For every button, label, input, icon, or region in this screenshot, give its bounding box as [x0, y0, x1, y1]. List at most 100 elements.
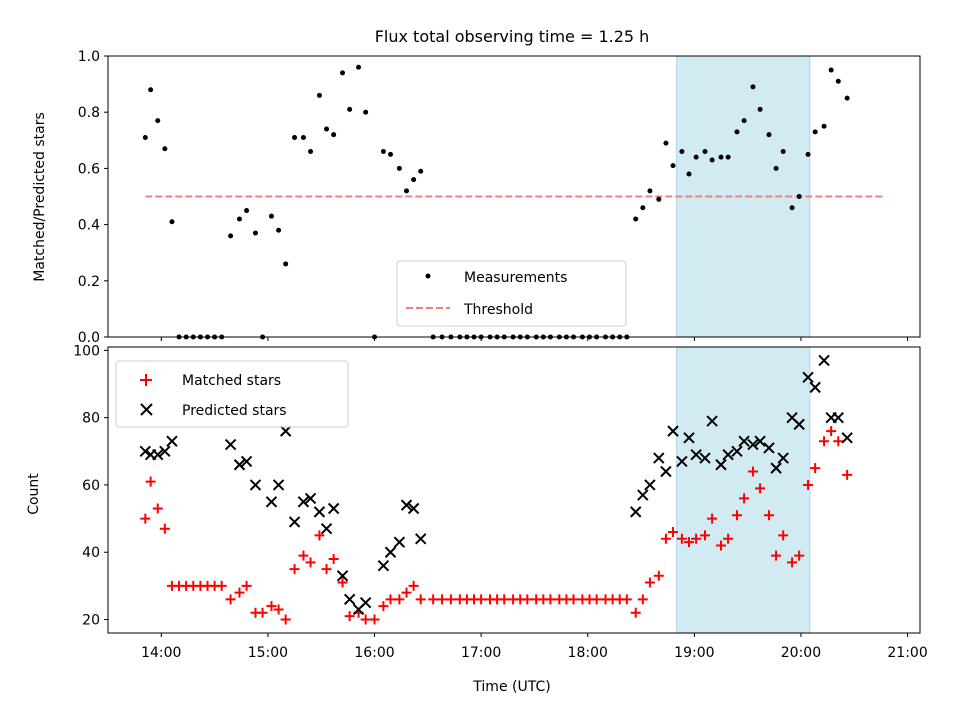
predicted-point [272, 479, 285, 491]
predicted-point [763, 442, 775, 454]
matched-point [314, 530, 325, 541]
measurement-point [633, 216, 639, 222]
matched-point [691, 533, 702, 544]
measurement-point [725, 154, 731, 160]
matched-point [216, 580, 227, 591]
legend-matched: Matched stars [182, 373, 281, 389]
matched-point [234, 587, 245, 598]
measurement-point [647, 188, 653, 194]
matched-point [810, 463, 821, 474]
predicted-point [407, 502, 420, 515]
predicted-point [336, 570, 349, 582]
matched-point [321, 564, 332, 575]
predicted-point [644, 479, 656, 491]
ratio-panel: 0.0 0.2 0.4 0.6 0.8 1.0 [78, 49, 921, 346]
predicted-point [754, 435, 766, 447]
top-legend: Measurements Threshold [396, 260, 627, 327]
predicted-point [249, 479, 262, 491]
measurement-point [169, 219, 175, 225]
legend-measurement-marker [425, 273, 431, 279]
matched-point [437, 594, 448, 605]
predicted-point [159, 445, 171, 458]
legend-matched-marker [140, 374, 152, 386]
predicted-point [832, 411, 844, 424]
matched-point [771, 550, 782, 561]
measurement-point [812, 129, 818, 135]
measurement-point [404, 188, 410, 194]
matched-point [445, 594, 456, 605]
measurement-point [411, 177, 417, 183]
ytick-label: 60 [82, 478, 100, 494]
measurement-point [380, 149, 386, 155]
measurement-point [396, 165, 402, 171]
matched-point [394, 594, 405, 605]
bottom-legend: Matched stars Predicted stars [115, 360, 349, 428]
ytick-label: 40 [82, 545, 100, 561]
matched-point [385, 594, 396, 605]
predicted-point [653, 452, 665, 464]
legend-threshold: Threshold [463, 302, 533, 318]
matched-point [266, 601, 277, 612]
measurement-point [773, 165, 779, 171]
matched-point [305, 557, 316, 568]
predicted-point [288, 516, 301, 528]
predicted-point [738, 435, 750, 447]
measurement-point [283, 261, 289, 267]
matched-point [715, 540, 726, 551]
predicted-point [777, 452, 789, 464]
measurement-point [663, 140, 669, 146]
legend-measurements: Measurements [464, 270, 567, 286]
predicted-point [297, 496, 310, 508]
matched-point [401, 587, 412, 598]
measurement-point [670, 163, 676, 169]
predicted-point [793, 418, 805, 431]
predicted-point [690, 448, 702, 461]
measurement-point [780, 149, 786, 155]
matched-point [739, 493, 750, 504]
measurement-point [268, 213, 274, 219]
predicted-point [683, 432, 695, 444]
matched-point [568, 594, 579, 605]
xtick-label: 19:00 [674, 645, 714, 661]
matched-point [723, 533, 734, 544]
measurement-point [821, 123, 827, 129]
matched-point [803, 479, 814, 490]
matched-point [826, 426, 837, 437]
predicted-point [400, 499, 413, 511]
predicted-point [279, 425, 292, 437]
matched-point [684, 537, 695, 548]
predicted-point [699, 452, 711, 464]
matched-point [630, 607, 641, 618]
predicted-point [809, 381, 821, 394]
predicted-point [415, 533, 427, 545]
matched-point [280, 614, 291, 625]
measurement-point [388, 151, 394, 157]
measurement-point [356, 64, 362, 70]
top-ylabel: Matched/Predicted stars [32, 112, 48, 282]
predicted-point [731, 445, 743, 458]
measurement-point [252, 230, 258, 236]
predicted-point [343, 593, 356, 606]
measurement-point [718, 154, 724, 160]
legend-predicted-marker [140, 403, 153, 416]
measurement-point [418, 168, 424, 174]
axes-frame [107, 55, 921, 338]
predicted-point [139, 445, 152, 458]
matched-point [707, 513, 718, 524]
matched-point [644, 577, 655, 588]
predicted-point [722, 448, 734, 461]
predicted-point [802, 371, 814, 383]
matched-point [747, 466, 758, 477]
matched-point [159, 523, 170, 534]
matched-point [257, 607, 268, 618]
matched-point [415, 594, 426, 605]
predicted-point [667, 425, 679, 437]
measurement-point [789, 205, 795, 211]
matched-point [545, 594, 556, 605]
predicted-point [637, 489, 649, 501]
axes-frame [107, 346, 921, 634]
measurement-point [363, 109, 369, 115]
count-panel: 20 40 60 80 100 14:00 15:00 16:00 17:00 18:00 19:0… [73, 343, 927, 661]
matched-point [145, 476, 156, 487]
ytick-label: 0.0 [78, 330, 100, 346]
